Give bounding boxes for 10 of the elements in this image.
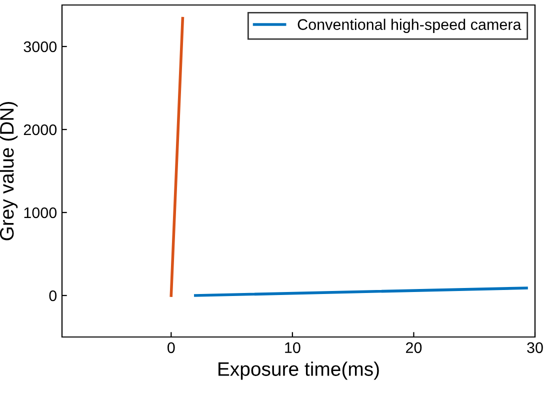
y-tick-label: 3000	[24, 41, 57, 52]
x-tick-label: 20	[406, 342, 422, 354]
x-tick-label: 0	[168, 342, 175, 354]
legend-label: Conventional high-speed camera	[298, 18, 522, 33]
y-tick-label: 1000	[24, 207, 57, 218]
x-tick-label: 30	[527, 342, 543, 354]
y-tick-label: 2000	[24, 124, 57, 136]
y-tick-label: 0	[49, 290, 57, 302]
x-axis-title: Exposure time(ms)	[218, 362, 379, 380]
x-tick-label: 10	[285, 342, 300, 354]
